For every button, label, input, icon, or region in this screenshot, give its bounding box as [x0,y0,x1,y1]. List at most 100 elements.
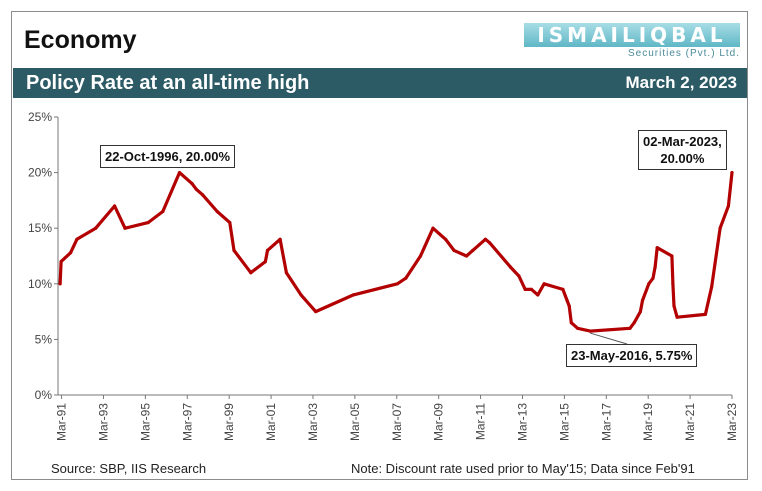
logo-subtitle: Securities (Pvt.) Ltd. [627,48,740,59]
annotation-2023-peak: 02-Mar-2023, 20.00% [638,130,727,170]
data-point [529,287,534,291]
data-point [703,312,708,316]
data-point [161,209,165,214]
data-point [464,254,469,258]
data-point [314,310,318,314]
data-point [536,293,540,297]
x-tick-label: Mar-11 [474,403,488,440]
data-point [565,298,569,303]
annotation-2023-line1: 02-Mar-2023, [643,134,722,149]
data-point [94,226,98,230]
x-tick-label: Mar-95 [138,403,152,441]
data-point [278,237,282,241]
data-point [628,326,632,330]
y-tick-label: 5% [35,332,53,346]
line-chart: 0% 5% 10% 15% 20% 25% Mar-91 Mar-93 Mar-95 Mar-97… [28,110,739,441]
data-point [471,248,475,252]
data-point [588,329,592,333]
data-point [58,282,62,286]
data-point [638,310,643,314]
x-tick-label: Mar-23 [725,403,739,441]
section-title: Economy [24,26,137,54]
y-tick-label: 20% [28,166,52,180]
data-point [249,271,253,275]
data-point [351,293,355,297]
data-point [215,209,219,214]
data-point [418,254,423,258]
data-point [123,226,127,230]
data-point [561,287,565,291]
data-point [395,282,399,286]
data-point [113,204,117,208]
data-point [232,248,236,252]
data-point [542,282,546,286]
data-point [404,276,408,280]
data-point [431,226,435,230]
data-point [59,260,63,264]
data-point [672,304,676,308]
x-tick-label: Mar-03 [306,403,320,441]
chart-title: Policy Rate at an all-time high [26,72,310,94]
annotation-2016-low: 23-May-2016, 5.75% [566,344,698,367]
data-point [576,326,580,330]
data-point [75,237,79,241]
series-line-policy-rate [58,170,734,333]
data-point [726,204,731,208]
data-point [452,248,456,252]
data-point [730,171,734,175]
x-tick-label: Mar-19 [641,403,655,441]
x-tick-label: Mar-97 [180,403,194,441]
y-tick-label: 15% [28,221,52,235]
annotation-2023-line2: 20.00% [660,151,705,166]
annotation-1996-peak: 22-Oct-1996, 20.00% [100,145,236,168]
data-point [655,246,659,250]
data-point [653,265,657,269]
x-tick-label: Mar-15 [557,403,571,441]
x-tick-label: Mar-17 [599,403,613,441]
data-point [146,221,150,225]
chart-date: March 2, 2023 [625,73,737,92]
x-tick-label: Mar-93 [96,403,110,441]
data-point [228,221,232,225]
x-tick-label: Mar-99 [222,403,236,441]
data-point [517,274,521,278]
x-tick-label: Mar-13 [515,403,529,441]
data-point [483,237,487,241]
y-tick-label: 10% [28,277,52,291]
data-point [671,282,675,286]
data-point [569,321,573,325]
data-point [508,265,513,269]
x-tick-label: Mar-09 [432,403,446,441]
data-point [69,251,73,255]
data-point [265,248,270,252]
data-point [177,171,182,175]
data-point [284,271,288,275]
x-tick-label: Mar-07 [390,403,404,441]
data-point [651,276,655,280]
data-point [718,226,722,230]
data-point [263,260,267,264]
data-point [444,237,448,241]
data-point [647,282,651,286]
x-tick-label: Mar-21 [683,403,697,441]
annotation-connector [590,332,628,345]
x-tick-label: Mar-01 [264,403,278,441]
x-tick-label: Mar-05 [348,403,362,441]
source-note: Source: SBP, IIS Research [51,461,207,476]
data-point [194,187,198,191]
logo-wordmark: ISMAILIQBAL [524,23,740,47]
data-point [488,241,492,245]
data-point [190,182,194,186]
title-banner: Policy Rate at an all-time high March 2,… [13,68,747,98]
data-point [201,193,205,197]
data-point [299,293,303,297]
data-point [437,232,441,236]
data-point [523,287,527,291]
data-point [710,285,714,289]
data-point [675,315,679,319]
data-note: Note: Discount rate used prior to May'15… [351,461,695,476]
company-logo: ISMAILIQBAL Securities (Pvt.) Ltd. [524,23,740,67]
data-point [640,298,645,303]
y-tick-label: 0% [35,388,53,402]
data-point [670,254,674,258]
